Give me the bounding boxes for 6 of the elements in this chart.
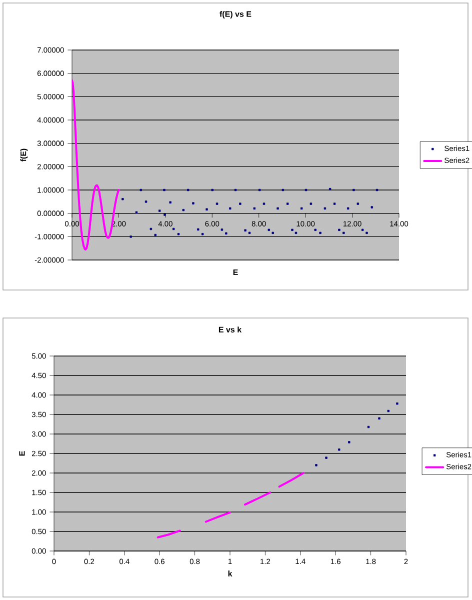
chart-title: f(E) vs E	[220, 11, 252, 18]
x-axis-title: k	[228, 570, 232, 576]
chart-title: E vs k	[218, 326, 242, 332]
x-axis-title: E	[233, 270, 238, 276]
y-axis-title: E	[19, 451, 25, 456]
y-axis-title: f(E)	[20, 148, 28, 162]
